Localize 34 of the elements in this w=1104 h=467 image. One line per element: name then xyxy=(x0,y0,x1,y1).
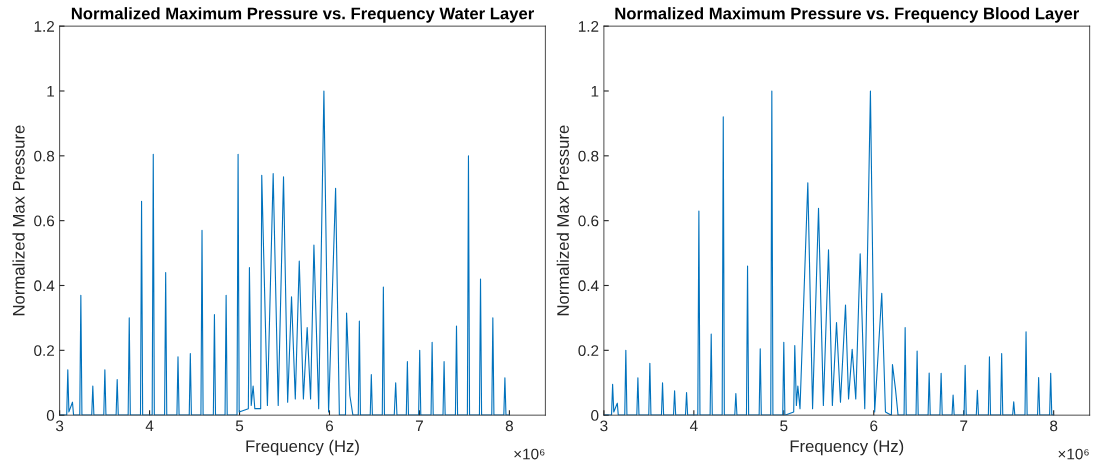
x-tick-label: 7 xyxy=(415,420,423,432)
x-tick-label: 8 xyxy=(505,420,513,432)
y-tick-label: 1.2 xyxy=(578,21,599,32)
y-tick-label: 0 xyxy=(591,410,599,421)
y-tick-label: 1 xyxy=(591,86,599,97)
y-tick-label: 0.6 xyxy=(578,215,599,227)
x-tick-label: 5 xyxy=(235,420,244,432)
x-tick-label: 7 xyxy=(960,420,968,432)
y-tick-label: 0.6 xyxy=(34,215,55,227)
y-tick-label: 0.8 xyxy=(578,150,599,162)
x-tick-label: 4 xyxy=(689,420,698,432)
y-tick-label: 1 xyxy=(47,86,55,97)
x-tick-label: 5 xyxy=(780,420,788,432)
x-axis-title: Frequency (Hz) xyxy=(246,439,359,456)
x-tick-label: 3 xyxy=(55,420,64,432)
y-tick-label: 0.8 xyxy=(34,150,55,162)
x-tick-label: 8 xyxy=(1050,420,1058,432)
y-tick-label: 0.2 xyxy=(34,345,54,357)
text: ×10⁶ xyxy=(1058,448,1089,460)
y-tick-label: 0.4 xyxy=(34,280,55,292)
y-tick-label: 0 xyxy=(46,410,55,421)
text: ×10⁶ xyxy=(514,448,545,460)
chart-title: Normalized Maximum Pressure vs. Frequency Water Layer xyxy=(71,7,534,23)
y-tick-label: 0.4 xyxy=(578,280,599,292)
y-tick-label: 0.2 xyxy=(578,345,599,357)
x-tick-label: 4 xyxy=(145,420,154,432)
x-tick-label: 3 xyxy=(600,420,608,432)
x-axis-title: Frequency (Hz) xyxy=(790,439,904,456)
y-axis-title: Normalized Max Pressure xyxy=(556,125,569,316)
chart-title: Normalized Maximum Pressure vs. Frequency Blood Layer xyxy=(615,7,1080,23)
y-tick-label: 1.2 xyxy=(34,21,54,32)
x-tick-label: 6 xyxy=(326,420,334,432)
x-tick-label: 6 xyxy=(870,420,878,432)
y-axis-title: Normalized Max Pressure xyxy=(12,125,25,316)
